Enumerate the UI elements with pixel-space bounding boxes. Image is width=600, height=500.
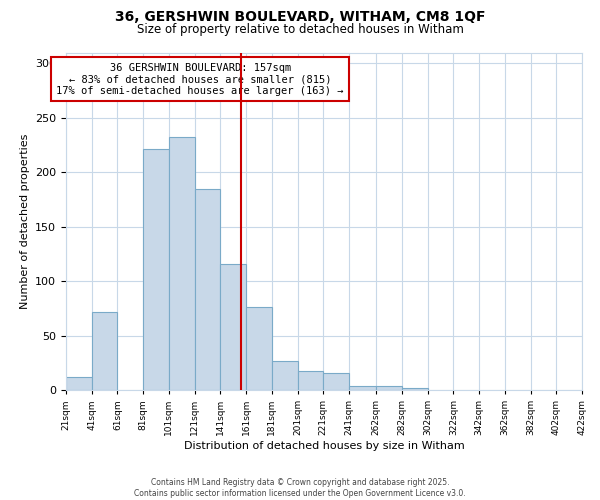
- Bar: [66, 377, 92, 390]
- Text: 36, GERSHWIN BOULEVARD, WITHAM, CM8 1QF: 36, GERSHWIN BOULEVARD, WITHAM, CM8 1QF: [115, 10, 485, 24]
- Y-axis label: Number of detached properties: Number of detached properties: [20, 134, 29, 309]
- Bar: [376, 386, 402, 390]
- Text: Size of property relative to detached houses in Witham: Size of property relative to detached ho…: [137, 22, 463, 36]
- Bar: [92, 312, 118, 390]
- X-axis label: Distribution of detached houses by size in Witham: Distribution of detached houses by size …: [184, 441, 464, 451]
- Text: 36 GERSHWIN BOULEVARD: 157sqm
← 83% of detached houses are smaller (815)
17% of : 36 GERSHWIN BOULEVARD: 157sqm ← 83% of d…: [56, 62, 344, 96]
- Bar: [169, 138, 194, 390]
- Bar: [298, 372, 323, 390]
- Bar: [246, 308, 272, 390]
- Bar: [349, 386, 376, 390]
- Bar: [272, 360, 298, 390]
- Bar: [220, 264, 246, 390]
- Bar: [143, 150, 169, 390]
- Bar: [323, 372, 349, 390]
- Text: Contains HM Land Registry data © Crown copyright and database right 2025.
Contai: Contains HM Land Registry data © Crown c…: [134, 478, 466, 498]
- Bar: [194, 188, 220, 390]
- Bar: [402, 388, 428, 390]
